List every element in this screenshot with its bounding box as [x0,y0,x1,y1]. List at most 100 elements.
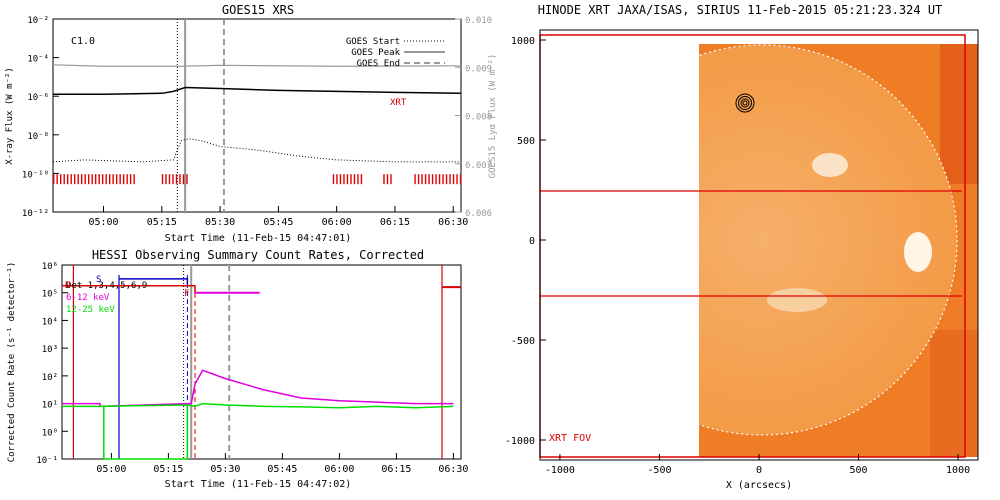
hessi-y-tick-label: 10⁵ [42,290,58,300]
xrt-x-label: X (arcsecs) [726,480,792,491]
hessi-plot-frame [61,264,462,460]
goes-red-bar [182,174,185,185]
goes-red-bar [459,174,462,185]
goes-red-bar [179,174,181,185]
hessi-y-tick-label: 10³ [42,345,58,355]
goes-red-bar [445,174,448,185]
goes-x-tick-label: 05:15 [147,217,177,228]
hessi-y-tick-label: 10⁴ [42,317,58,327]
goes-red-bar [390,174,392,185]
goes-red-bar [421,174,423,185]
goes-red-bar [63,174,65,185]
goes-red-bar [161,174,164,185]
goes-red-bar [383,174,385,185]
goes-red-bar [336,174,338,185]
goes-red-bar [442,174,444,185]
xrt-image-blank [540,35,699,457]
hessi-marker-s: S [96,275,101,285]
goes-red-bar [168,174,171,185]
goes-y2-tick-label: 0.007 [465,161,492,171]
xrt-panel: HINODE XRT JAXA/ISAS, SIRIUS 11-Feb-2015… [505,3,979,491]
goes-red-bar [172,174,174,185]
xrt-image-edge-lower [930,330,978,457]
goes-red-bar [346,174,349,185]
goes-red-bar [66,174,69,185]
goes-y-tick-label: 10⁻¹² [22,209,49,219]
xrt-y-tick-label: -500 [511,336,535,347]
goes-red-bar [165,174,167,185]
goes-red-bar [417,174,420,185]
xrt-x-tick-label: 1000 [946,465,970,476]
goes-y2-label: GOES15 Lyα Flux (W m⁻²) [488,54,498,179]
goes-red-bar [133,174,135,185]
goes-xrt-annotation: XRT [390,98,407,108]
xrt-image [540,35,978,457]
goes-red-bar [353,174,356,185]
goes-series-line [52,138,461,163]
hessi-blue-bracket [119,278,189,285]
goes-y2-tick-label: 0.010 [465,16,492,26]
goes-x-tick-label: 05:30 [205,217,235,228]
goes-x-tick-label: 05:45 [263,217,293,228]
goes-x-label: Start Time (11-Feb-15 04:47:01) [165,233,352,244]
contour-rings [735,93,755,113]
goes-red-bar [105,174,107,185]
goes-class-label: C1.0 [71,36,95,47]
goes-red-bar [53,174,55,185]
goes-red-bar [73,174,76,185]
legend-goes-start: GOES Start [346,37,400,47]
goes-red-bar [115,174,118,185]
legend-goes-peak: GOES Peak [351,48,400,58]
xrt-x-tick-label: -500 [647,465,671,476]
active-region-2 [904,232,932,272]
goes-red-bar [332,174,335,185]
hessi-x-tick-label: 05:30 [210,464,240,475]
goes-panel: GOES15 XRS 05:00 05:15 05:30 05:45 06:00 06:1… [5,3,498,244]
goes-red-bar [80,174,83,185]
hessi-x-label: Start Time (11-Feb-15 04:47:02) [165,479,352,490]
hessi-x-tick-label: 05:00 [96,464,126,475]
sun-limb [566,44,958,436]
goes-red-bar [87,174,90,185]
goes-y-tick-label: 10⁻⁶ [27,93,49,103]
goes-red-bar [414,174,416,185]
hessi-x-tick-label: 06:30 [438,464,468,475]
hessi-y-tick-label: 10² [42,373,58,383]
goes-red-bar [112,174,114,185]
goes-y-tick-label: 10⁻⁴ [27,55,49,65]
goes-y-label: X-ray Flux (W m⁻²) [5,67,15,165]
xrt-x-tick-label: 500 [850,465,868,476]
hessi-title: HESSI Observing Summary Count Rates, Cor… [92,248,424,262]
goes-y2-tick-label: 0.008 [465,113,492,123]
goes-y-tick-label: 10⁻² [27,16,49,26]
active-region-1 [812,153,848,177]
goes-red-bar [91,174,93,185]
goes-red-bar [126,174,128,185]
goes-red-bar [77,174,79,185]
hessi-y-tick-label: 10⁰ [42,428,58,438]
xrt-y-tick-label: 0 [529,236,535,247]
goes-x-tick-label: 06:00 [322,217,352,228]
goes-red-bar [108,174,111,185]
hessi-y-tick-label: 10⁶ [42,262,58,272]
hessi-green-gap [103,406,189,460]
hessi-x-tick-label: 05:15 [153,464,183,475]
goes-red-bar [119,174,121,185]
goes-legend: GOES Start GOES Peak GOES End [346,37,445,69]
hessi-x-tick-label: 06:00 [324,464,354,475]
goes-x-tick-label: 06:15 [380,217,410,228]
xrt-title: HINODE XRT JAXA/ISAS, SIRIUS 11-Feb-2015… [538,3,943,17]
xrt-y-tick-label: 500 [517,136,535,147]
xrt-x-tick-label: 0 [756,465,762,476]
goes-y-tick-label: 10⁻⁸ [27,132,49,142]
goes-red-bar [350,174,352,185]
goes-red-bar [70,174,72,185]
hessi-legend-12-25: 12-25 keV [66,305,115,315]
goes-red-bar [386,174,389,185]
goes-x-tick-label: 05:00 [88,217,118,228]
goes-red-bar [94,174,97,185]
goes-red-bar [84,174,86,185]
goes-red-bar [438,174,441,185]
goes-y-tick-label: 10⁻¹⁰ [22,170,49,180]
hessi-panel: HESSI Observing Summary Count Rates, Cor… [7,248,468,490]
